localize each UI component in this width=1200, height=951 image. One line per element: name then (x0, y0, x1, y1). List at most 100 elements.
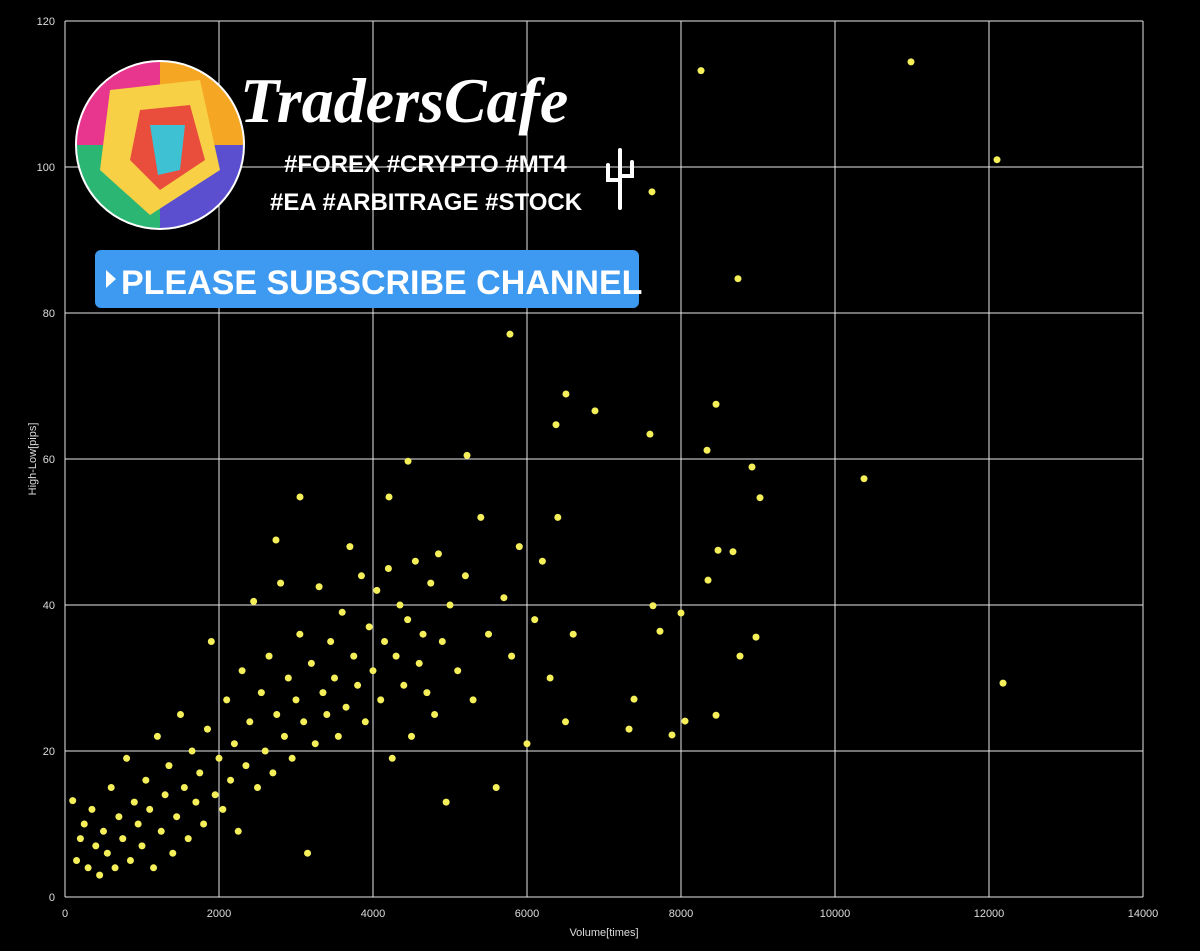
point (200, 820, 208, 828)
point (734, 275, 742, 283)
point (404, 457, 412, 465)
y-tick-label: 40 (43, 600, 55, 612)
button-label[interactable]: PLEASE SUBSCRIBE CHANNEL (121, 264, 642, 302)
subscribe-button[interactable]: PLEASE SUBSCRIBE CHANNEL (95, 250, 642, 308)
point (257, 689, 265, 697)
point (999, 679, 1007, 687)
point (400, 681, 408, 689)
point (292, 696, 300, 704)
point (69, 797, 77, 805)
x-tick-label: 0 (62, 908, 68, 920)
point (646, 430, 654, 438)
point (752, 633, 760, 641)
point (184, 835, 192, 843)
point (712, 400, 720, 408)
point (223, 696, 231, 704)
point (350, 652, 358, 660)
point (354, 681, 362, 689)
x-axis-label: Volume[times] (569, 927, 638, 939)
point (327, 638, 335, 645)
point (552, 421, 560, 429)
play-icon (106, 270, 116, 288)
point (227, 776, 235, 784)
point (180, 784, 188, 791)
point (373, 586, 381, 594)
point (307, 659, 315, 667)
hashtags: #EA #ARBITRAGE #STOCK (270, 189, 583, 216)
point (342, 703, 350, 711)
point (96, 871, 104, 879)
point (288, 754, 296, 762)
point (668, 731, 676, 739)
point (461, 572, 469, 580)
point (207, 638, 215, 645)
point (729, 548, 737, 556)
point (365, 623, 373, 631)
point (756, 494, 764, 502)
point (142, 776, 150, 784)
point (126, 857, 134, 864)
point (446, 601, 454, 609)
y-tick-label: 60 (43, 454, 55, 466)
point (119, 835, 127, 843)
brand-name: TradersCafe (240, 65, 568, 136)
point (215, 754, 223, 762)
point (431, 711, 439, 718)
point (173, 813, 181, 821)
point (500, 594, 508, 602)
point (677, 609, 685, 617)
point (427, 579, 435, 587)
point (392, 652, 400, 660)
point (346, 543, 354, 551)
point (203, 725, 211, 733)
point (388, 754, 396, 762)
point (250, 597, 258, 605)
point (246, 718, 254, 726)
point (338, 608, 346, 616)
point (515, 543, 523, 551)
point (681, 717, 689, 725)
point (531, 616, 539, 624)
point (107, 784, 115, 791)
point (123, 754, 131, 762)
point (569, 630, 577, 638)
point (492, 784, 500, 791)
point (538, 557, 546, 565)
point (196, 769, 204, 777)
point (188, 747, 196, 755)
point (103, 849, 111, 857)
point (993, 156, 1001, 164)
point (277, 579, 285, 587)
point (161, 791, 169, 799)
point (562, 390, 570, 398)
point (238, 667, 246, 675)
point (272, 536, 280, 544)
point (385, 493, 393, 501)
point (697, 67, 705, 75)
point (454, 667, 462, 675)
point (546, 674, 554, 682)
point (423, 689, 431, 697)
point (80, 820, 88, 828)
point (381, 638, 389, 645)
y-tick-label: 0 (49, 892, 55, 904)
point (100, 827, 107, 835)
point (508, 652, 516, 660)
point (408, 732, 415, 740)
point (704, 576, 712, 584)
point (269, 769, 277, 777)
point (92, 842, 100, 850)
point (415, 659, 423, 667)
point (361, 718, 369, 726)
point (76, 835, 84, 843)
point (562, 718, 569, 726)
point (506, 330, 514, 338)
point (477, 513, 485, 521)
point (192, 798, 200, 806)
point (296, 493, 304, 501)
button-bg[interactable] (95, 250, 639, 308)
x-tick-label: 12000 (974, 908, 1005, 920)
point (296, 630, 304, 638)
point (411, 557, 419, 565)
